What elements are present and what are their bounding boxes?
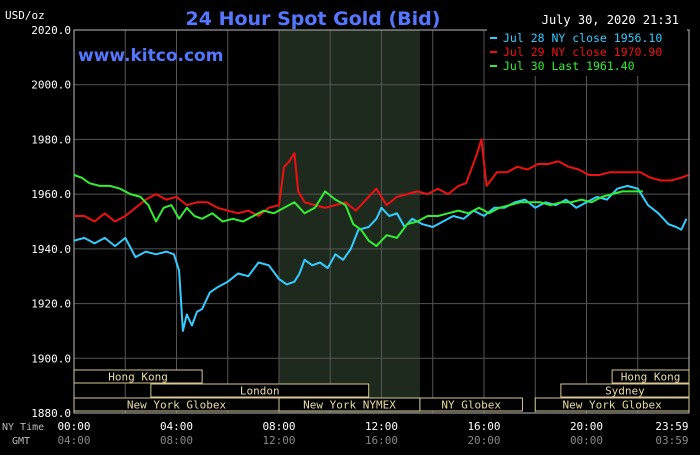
- series-lines: [73, 138, 689, 332]
- x-tick-label-ny: 04:00: [160, 420, 193, 433]
- chart-title: 24 Hour Spot Gold (Bid): [186, 8, 441, 30]
- x-axis-ticks: 00:0004:0004:0008:0008:0012:0012:0016:00…: [57, 420, 688, 447]
- session-box: [560, 383, 690, 398]
- x-tick-label-gmt: 16:00: [365, 434, 398, 447]
- y-tick-label: 1980.0: [31, 133, 71, 146]
- session-label: London: [240, 385, 280, 398]
- x-row-label-gmt: GMT: [12, 436, 30, 447]
- y-tick-label: 1940.0: [31, 243, 71, 256]
- plot-frame: [73, 29, 690, 414]
- session-label: Hong Kong: [621, 371, 681, 384]
- x-row-label-ny: NY Time: [2, 422, 44, 433]
- legend-entry: Jul 28 NY close 1956.10: [503, 31, 662, 45]
- session-box: [73, 369, 203, 384]
- session-label: New York NYMEX: [303, 399, 396, 412]
- y-tick-label: 1900.0: [31, 352, 71, 365]
- x-tick-label-ny: 12:00: [365, 420, 398, 433]
- session-label: New York Globex: [562, 399, 662, 412]
- x-tick-label-gmt: 20:00: [467, 434, 500, 447]
- unit-label: USD/oz: [5, 9, 45, 22]
- x-tick-label-ny: 00:00: [57, 420, 90, 433]
- x-tick-label-ny: 20:00: [570, 420, 603, 433]
- x-tick-label-gmt: 12:00: [262, 434, 295, 447]
- session-box: [611, 369, 690, 384]
- watermark: www.kitco.com: [78, 46, 223, 66]
- y-tick-label: 1920.0: [31, 298, 71, 311]
- x-tick-label-gmt: 04:00: [57, 434, 90, 447]
- session-label: Sydney: [605, 385, 645, 398]
- session-box: [534, 397, 690, 412]
- x-tick-label-gmt: 00:00: [570, 434, 603, 447]
- y-tick-label: 1880.0: [31, 407, 71, 420]
- y-tick-label: 1960.0: [31, 188, 71, 201]
- legend-entry: Jul 30 Last 1961.40: [503, 59, 635, 73]
- y-tick-label: 2020.0: [31, 24, 71, 37]
- x-tick-label-gmt: 03:59: [655, 434, 688, 447]
- x-tick-label-ny: 08:00: [262, 420, 295, 433]
- session-box: [150, 383, 370, 398]
- session-label: NY Globex: [441, 399, 501, 412]
- legend-entry: Jul 29 NY close 1970.90: [503, 45, 662, 59]
- y-tick-label: 2000.0: [31, 79, 71, 92]
- nymex-session-band: [279, 30, 420, 413]
- series-line-3: [73, 174, 643, 248]
- series-line-1: [73, 184, 688, 332]
- x-tick-label-ny: 23:59: [655, 420, 688, 433]
- x-tick-label-gmt: 08:00: [160, 434, 193, 447]
- series-line-2: [74, 138, 689, 223]
- y-axis-ticks: 2020.0 2000.0 1980.0 1960.0 1940.0 1920.0 1900…: [31, 24, 71, 420]
- timestamp: July 30, 2020 21:31: [542, 13, 679, 27]
- session-box: [419, 397, 523, 412]
- session-label: Hong Kong: [108, 371, 168, 384]
- session-label: New York Globex: [127, 399, 227, 412]
- x-tick-label-ny: 16:00: [467, 420, 500, 433]
- legend-box: [487, 29, 687, 76]
